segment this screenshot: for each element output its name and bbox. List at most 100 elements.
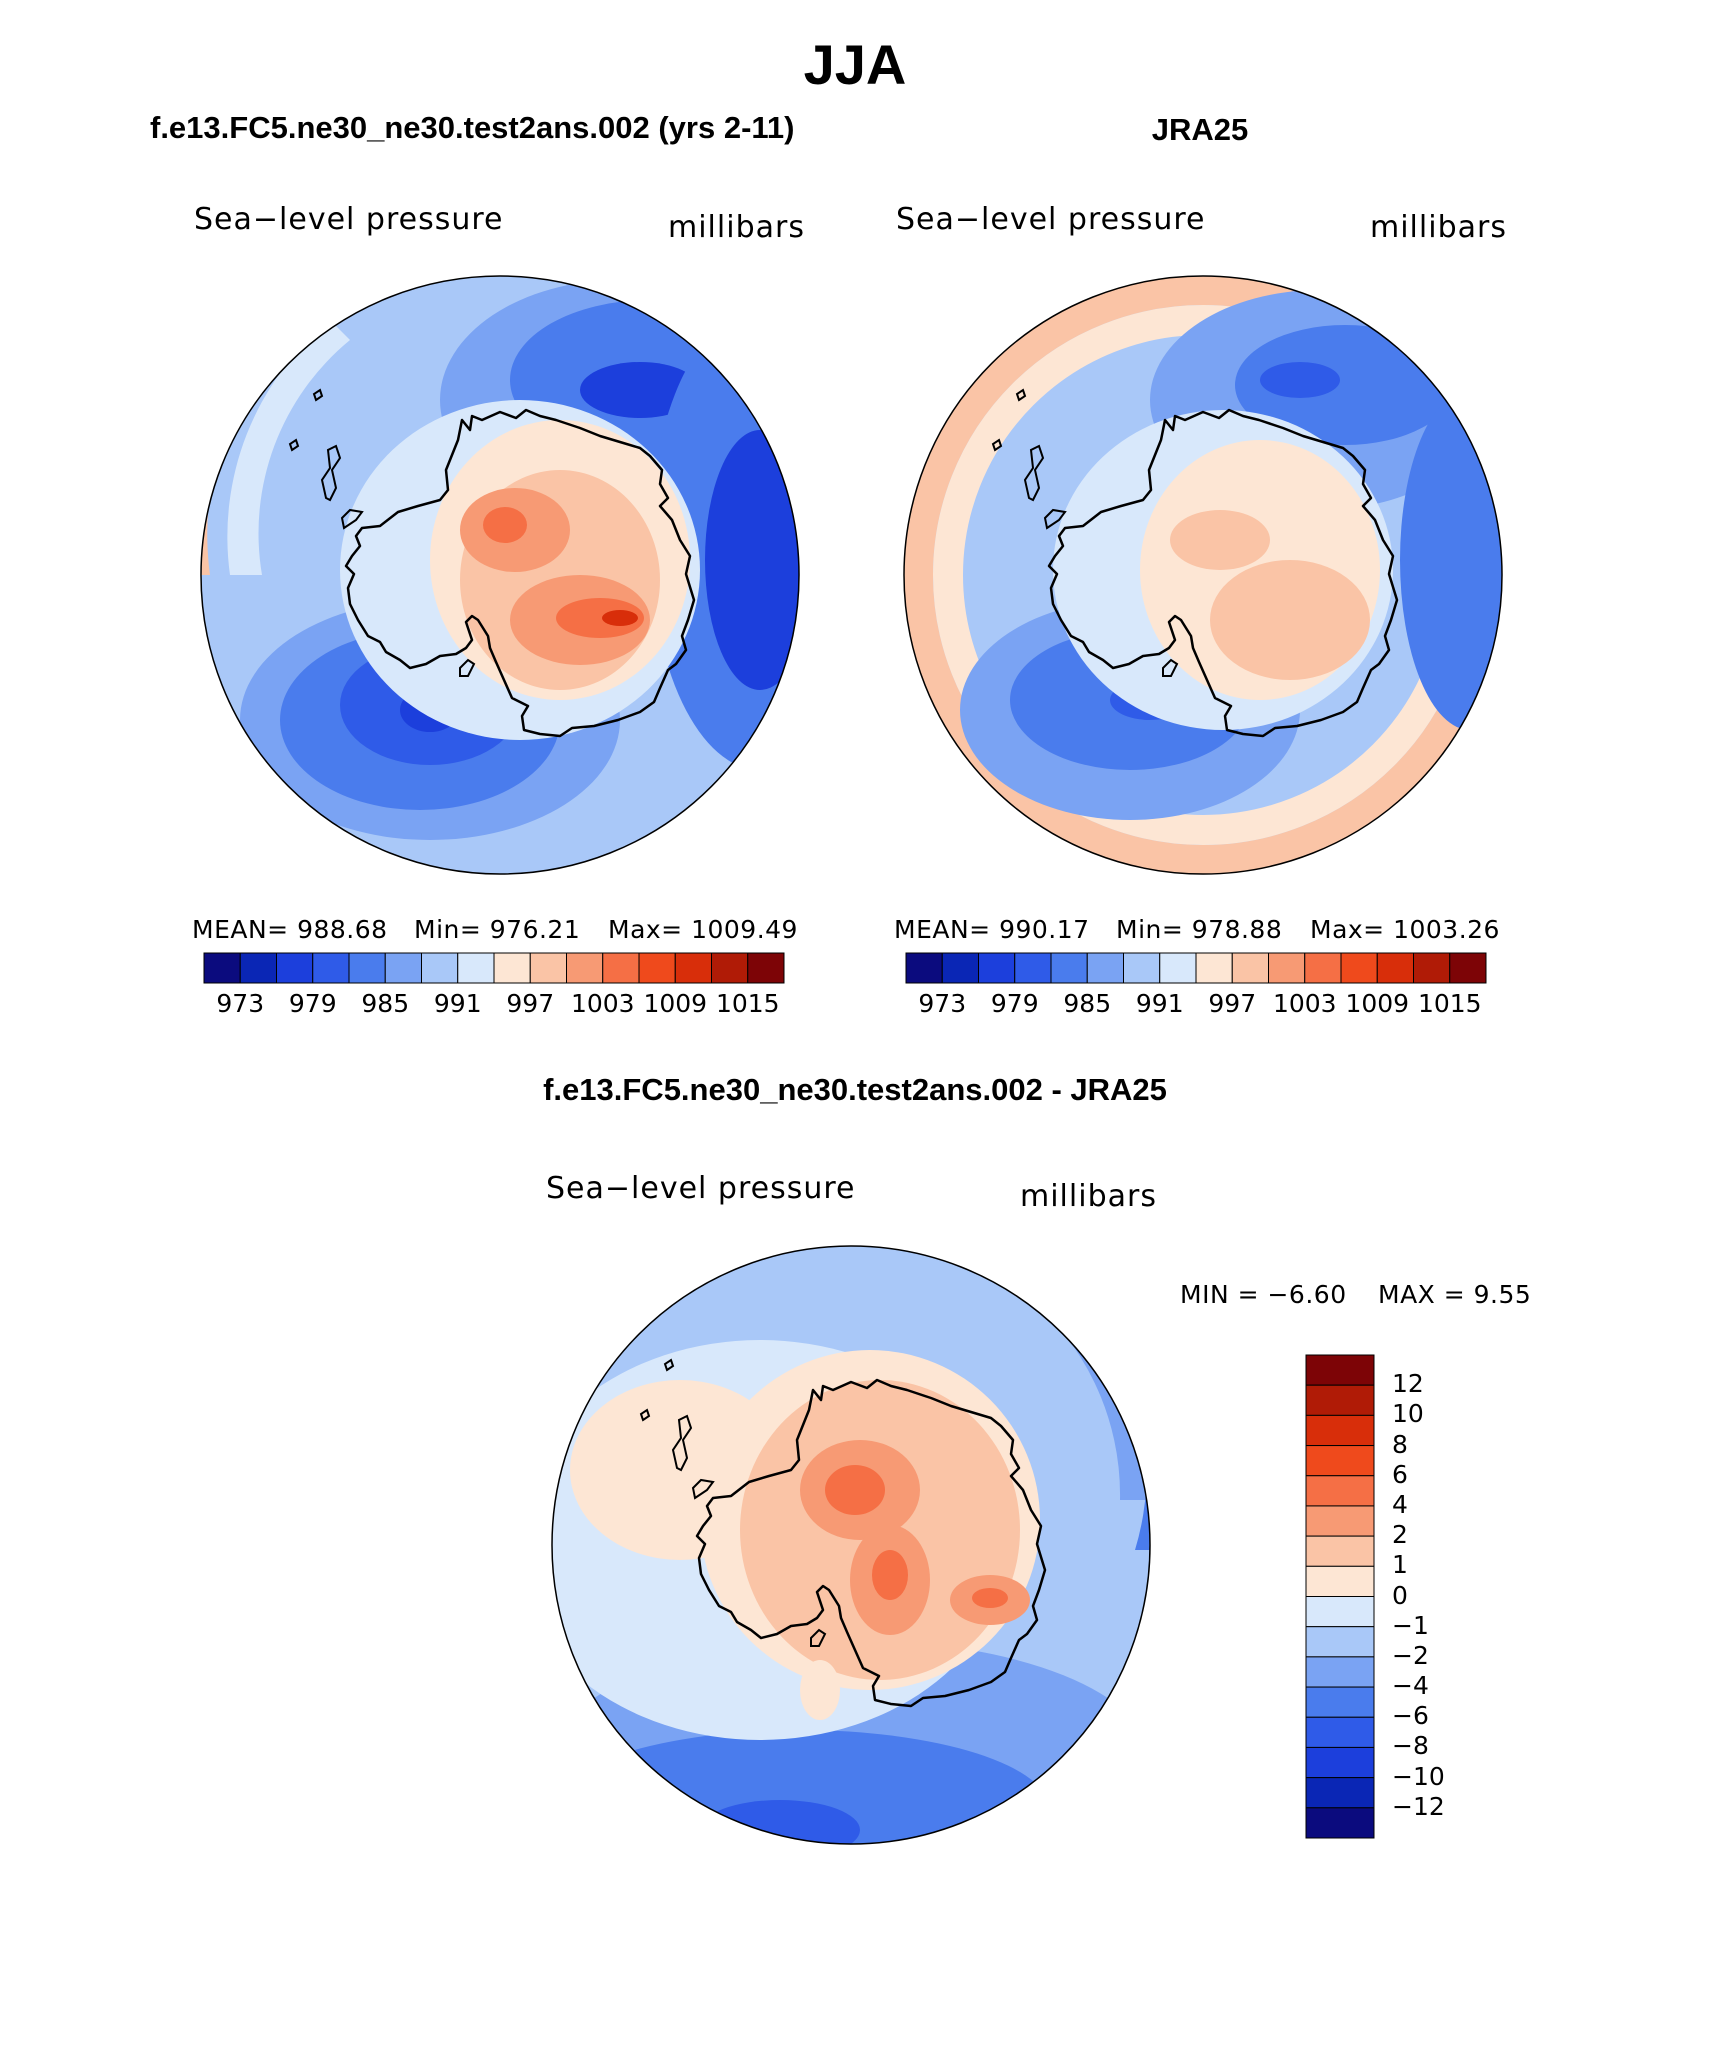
- colorbar-tick-label: 6: [1392, 1459, 1408, 1489]
- colorbar-tick-label: 1003: [1272, 989, 1337, 1018]
- colorbar-swatch: [1305, 1505, 1375, 1537]
- colorbar-swatch: [711, 952, 749, 984]
- model-map: [200, 275, 800, 875]
- colorbar-swatch: [1268, 952, 1306, 984]
- colorbar-swatch: [602, 952, 640, 984]
- colorbar-swatch: [1195, 952, 1233, 984]
- obs-variable-label: Sea−level pressure: [896, 202, 1206, 237]
- colorbar-tick-label: 1009: [643, 989, 708, 1018]
- colorbar-swatch: [1050, 952, 1088, 984]
- colorbar-swatch: [1305, 1807, 1375, 1839]
- colorbar-tick-label: 973: [216, 989, 265, 1018]
- difference-colorbar: [1305, 1354, 1375, 1839]
- model-min-stat: Min= 976.21: [414, 915, 581, 944]
- colorbar-swatch: [674, 952, 712, 984]
- colorbar-swatch: [1305, 1777, 1375, 1809]
- colorbar-swatch: [348, 952, 386, 984]
- diff-units-label: millibars: [1020, 1179, 1157, 1214]
- colorbar-swatch: [1014, 952, 1052, 984]
- colorbar-tick-label: 12: [1392, 1369, 1424, 1399]
- colorbar-swatch: [1376, 952, 1414, 984]
- colorbar-swatch: [1305, 1535, 1375, 1567]
- colorbar-swatch: [1305, 1445, 1375, 1477]
- colorbar-tick-label: 1003: [570, 989, 635, 1018]
- difference-panel-title: f.e13.FC5.ne30_ne30.test2ans.002 - JRA25: [543, 1072, 1167, 1107]
- colorbar-swatch: [941, 952, 979, 984]
- colorbar-swatch: [493, 952, 531, 984]
- figure-title: JJA: [803, 33, 907, 96]
- colorbar-tick-label: 997: [1208, 989, 1257, 1018]
- colorbar-swatch: [529, 952, 567, 984]
- colorbar-swatch: [1305, 1746, 1375, 1779]
- difference-map: [551, 1245, 1151, 1845]
- colorbar-tick-label: −8: [1392, 1731, 1429, 1761]
- model-units-label: millibars: [668, 210, 805, 245]
- colorbar-tick-label: −10: [1392, 1761, 1445, 1791]
- colorbar-swatch: [1159, 952, 1197, 984]
- colorbar-tick-label: 973: [918, 989, 967, 1018]
- colorbar-swatch: [747, 952, 785, 984]
- colorbar-tick-label: 1: [1392, 1550, 1408, 1580]
- colorbar-swatch: [1086, 952, 1124, 984]
- colorbar-tick-label: 1009: [1345, 989, 1410, 1018]
- model-colorbar: [203, 952, 785, 984]
- colorbar-tick-label: −4: [1392, 1671, 1429, 1701]
- colorbar-tick-label: 985: [1063, 989, 1112, 1018]
- colorbar-swatch: [239, 952, 277, 984]
- colorbar-swatch: [1305, 1656, 1375, 1688]
- colorbar-tick-label: 979: [990, 989, 1039, 1018]
- colorbar-tick-label: 1015: [1417, 989, 1482, 1018]
- diff-max-stat: MAX = 9.55: [1378, 1280, 1532, 1309]
- colorbar-tick-label: 10: [1392, 1399, 1424, 1429]
- colorbar-swatch: [421, 952, 459, 984]
- colorbar-tick-label: −2: [1392, 1640, 1429, 1670]
- colorbar-tick-label: 991: [1135, 989, 1184, 1018]
- obs-mean-stat: MEAN= 990.17: [894, 915, 1090, 944]
- colorbar-swatch: [276, 952, 314, 984]
- colorbar-tick-label: 8: [1392, 1429, 1408, 1459]
- colorbar-swatch: [1305, 1414, 1375, 1447]
- colorbar-swatch: [312, 952, 350, 984]
- colorbar-swatch: [1340, 952, 1378, 984]
- obs-colorbar: [905, 952, 1487, 984]
- obs-max-stat: Max= 1003.26: [1310, 915, 1500, 944]
- colorbar-swatch: [457, 952, 495, 984]
- colorbar-swatch: [1305, 1716, 1375, 1748]
- colorbar-swatch: [1449, 952, 1487, 984]
- colorbar-swatch: [1305, 1475, 1375, 1507]
- colorbar-swatch: [1413, 952, 1451, 984]
- colorbar-tick-label: 991: [433, 989, 482, 1018]
- colorbar-swatch: [905, 952, 943, 984]
- model-mean-stat: MEAN= 988.68: [192, 915, 388, 944]
- colorbar-swatch: [1305, 1354, 1375, 1386]
- colorbar-tick-label: −6: [1392, 1701, 1429, 1731]
- colorbar-swatch: [1305, 1686, 1375, 1718]
- colorbar-tick-label: 0: [1392, 1580, 1408, 1610]
- colorbar-tick-label: 997: [506, 989, 555, 1018]
- colorbar-tick-label: 985: [361, 989, 410, 1018]
- colorbar-swatch: [566, 952, 604, 984]
- colorbar-swatch: [1123, 952, 1161, 984]
- model-max-stat: Max= 1009.49: [608, 915, 798, 944]
- colorbar-tick-label: 2: [1392, 1520, 1408, 1550]
- colorbar-swatch: [203, 952, 241, 984]
- obs-units-label: millibars: [1370, 210, 1507, 245]
- diff-variable-label: Sea−level pressure: [546, 1171, 856, 1206]
- obs-map: [903, 275, 1503, 875]
- colorbar-tick-label: −12: [1392, 1791, 1445, 1821]
- colorbar-swatch: [978, 952, 1016, 984]
- right-panel-title: JRA25: [1151, 112, 1249, 147]
- colorbar-swatch: [638, 952, 676, 984]
- diff-min-stat: MIN = −6.60: [1180, 1280, 1347, 1309]
- colorbar-swatch: [1305, 1596, 1375, 1628]
- colorbar-swatch: [1304, 952, 1342, 984]
- colorbar-tick-label: 4: [1392, 1489, 1408, 1519]
- colorbar-swatch: [1305, 1384, 1375, 1416]
- colorbar-swatch: [1305, 1626, 1375, 1658]
- colorbar-tick-label: 1015: [715, 989, 780, 1018]
- colorbar-tick-label: −1: [1392, 1610, 1429, 1640]
- colorbar-swatch: [1231, 952, 1269, 984]
- left-panel-title: f.e13.FC5.ne30_ne30.test2ans.002 (yrs 2-…: [150, 110, 795, 145]
- colorbar-swatch: [1305, 1565, 1375, 1597]
